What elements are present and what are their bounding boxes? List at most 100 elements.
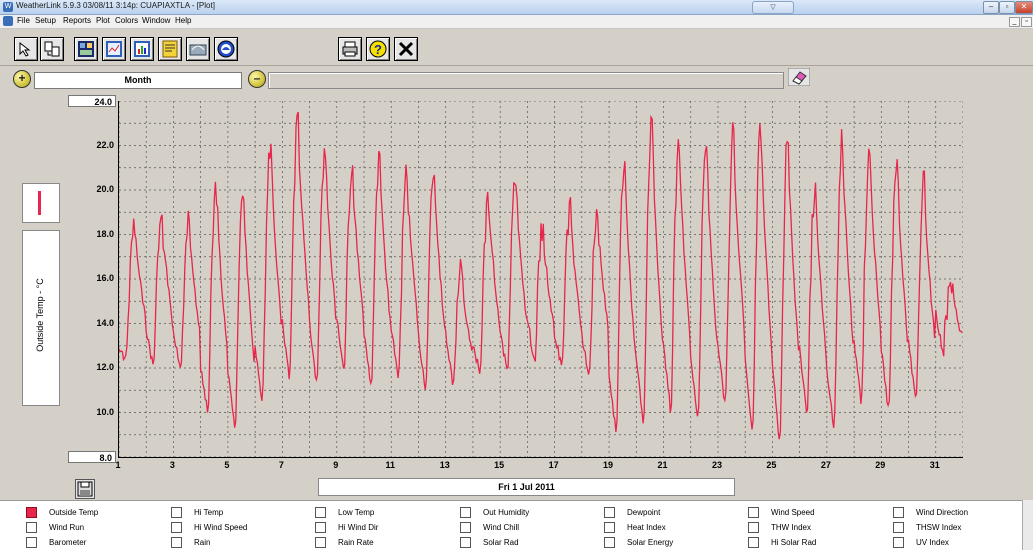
series-option[interactable]: THSW Index — [893, 522, 961, 534]
series-checkbox[interactable] — [893, 507, 904, 519]
mdi-restore-button[interactable]: ▫ — [1021, 17, 1032, 27]
series-option[interactable]: Hi Solar Rad — [748, 537, 816, 549]
series-checkbox[interactable] — [748, 507, 759, 519]
series-option[interactable]: Rain — [171, 537, 210, 549]
series-checkbox[interactable] — [748, 537, 759, 549]
maximize-button[interactable]: ▫ — [999, 1, 1015, 14]
series-option-label: Wind Chill — [483, 523, 520, 532]
series-option[interactable]: Rain Rate — [315, 537, 374, 549]
save-button[interactable] — [75, 479, 95, 499]
mdi-minimize-button[interactable]: _ — [1009, 17, 1020, 27]
series-checkbox[interactable] — [171, 522, 182, 534]
menu-setup[interactable]: Setup — [35, 16, 56, 25]
series-option[interactable]: Solar Energy — [604, 537, 673, 549]
series-checkbox[interactable] — [26, 537, 37, 549]
series-checkbox[interactable] — [893, 537, 904, 549]
period-detail-field — [268, 72, 784, 89]
series-checkbox[interactable] — [315, 507, 326, 519]
series-option-label: Hi Solar Rad — [771, 538, 817, 547]
series-option[interactable]: Low Temp — [315, 507, 374, 519]
series-option[interactable]: Barometer — [26, 537, 86, 549]
series-option[interactable]: THW Index — [748, 522, 811, 534]
x-tick-label: 7 — [278, 460, 284, 470]
series-option-label: Barometer — [49, 538, 87, 547]
x-tick-label: 21 — [657, 460, 668, 470]
series-option-label: Rain Rate — [338, 538, 374, 547]
plot-button[interactable] — [130, 37, 154, 61]
series-option[interactable]: UV Index — [893, 537, 949, 549]
download-button[interactable] — [40, 37, 64, 61]
series-option-label: Hi Wind Dir — [338, 523, 379, 532]
series-option[interactable]: Hi Wind Speed — [171, 522, 247, 534]
title-dropdown-button[interactable]: ▽ — [752, 1, 794, 14]
series-option[interactable]: Out Humidity — [460, 507, 529, 519]
series-option[interactable]: Wind Direction — [893, 507, 968, 519]
series-option[interactable]: Heat Index — [604, 522, 666, 534]
series-checkbox[interactable] — [315, 537, 326, 549]
series-option[interactable]: Hi Wind Dir — [315, 522, 378, 534]
series-color-box[interactable] — [22, 183, 60, 223]
series-option-label: Dewpoint — [627, 508, 661, 517]
series-option[interactable]: Wind Run — [26, 522, 84, 534]
help-button[interactable]: ? — [366, 37, 390, 61]
notes-button[interactable] — [158, 37, 182, 61]
strip-chart-button[interactable] — [102, 37, 126, 61]
internet-icon — [189, 44, 207, 56]
series-option[interactable]: Wind Chill — [460, 522, 519, 534]
menu-colors[interactable]: Colors — [115, 16, 139, 25]
zoom-out-button[interactable]: – — [248, 70, 266, 88]
x-tick-label: 11 — [385, 460, 395, 470]
x-tick-label: 17 — [548, 460, 559, 470]
svg-text:?: ? — [374, 42, 382, 57]
select-station-icon — [19, 41, 31, 57]
series-checkbox[interactable] — [460, 507, 471, 519]
series-checkbox[interactable] — [315, 522, 326, 534]
series-option-label: Hi Temp — [194, 508, 224, 517]
series-checkbox[interactable] — [893, 522, 904, 534]
app-icon[interactable]: W — [3, 2, 13, 12]
series-checkbox[interactable] — [604, 537, 615, 549]
period-field[interactable]: Month — [34, 72, 242, 89]
series-checkbox[interactable] — [171, 537, 182, 549]
series-option-label: Low Temp — [338, 508, 375, 517]
minimize-button[interactable]: – — [983, 1, 999, 14]
close-button[interactable]: ✕ — [1015, 1, 1033, 14]
zoom-in-button[interactable]: + — [13, 70, 31, 88]
series-option[interactable]: Outside Temp — [26, 507, 98, 519]
eraser-icon — [787, 67, 811, 87]
series-option[interactable]: Wind Speed — [748, 507, 815, 519]
series-checkbox[interactable] — [26, 522, 37, 534]
menu-window[interactable]: Window — [142, 16, 171, 25]
series-option[interactable]: Hi Temp — [171, 507, 223, 519]
doc-icon[interactable] — [3, 16, 13, 26]
series-option[interactable]: Dewpoint — [604, 507, 660, 519]
select-station-button[interactable] — [14, 37, 38, 61]
y-min-field[interactable]: 8.0 — [68, 451, 116, 463]
series-option-label: Heat Index — [627, 523, 666, 532]
series-checkbox[interactable] — [748, 522, 759, 534]
x-tick-label: 13 — [439, 460, 450, 470]
plot-area[interactable] — [118, 101, 963, 458]
noaa-button[interactable] — [214, 37, 238, 61]
series-checkbox[interactable] — [460, 522, 471, 534]
menu-file[interactable]: File — [17, 16, 30, 25]
bulletin-button[interactable] — [74, 37, 98, 61]
series-checkbox[interactable] — [26, 507, 37, 519]
series-option-label: Solar Rad — [483, 538, 519, 547]
menu-reports[interactable]: Reports — [63, 16, 92, 25]
series-option[interactable]: Solar Rad — [460, 537, 519, 549]
menu-help[interactable]: Help — [175, 16, 192, 25]
y-tick-label: 12.0 — [96, 362, 114, 372]
y-tick-label: 10.0 — [96, 406, 114, 417]
series-checkbox[interactable] — [604, 522, 615, 534]
series-checkbox[interactable] — [604, 507, 615, 519]
print-button[interactable] — [338, 37, 362, 61]
close-plot-button[interactable] — [394, 37, 418, 61]
series-checkbox[interactable] — [460, 537, 471, 549]
y-max-field[interactable]: 24.0 — [68, 95, 116, 107]
series-checkbox[interactable] — [171, 507, 182, 519]
internet-button[interactable] — [186, 37, 210, 61]
menu-plot[interactable]: Plot — [96, 16, 110, 25]
series-scrollbar[interactable] — [1022, 500, 1033, 550]
clear-plot-button[interactable] — [787, 67, 811, 87]
